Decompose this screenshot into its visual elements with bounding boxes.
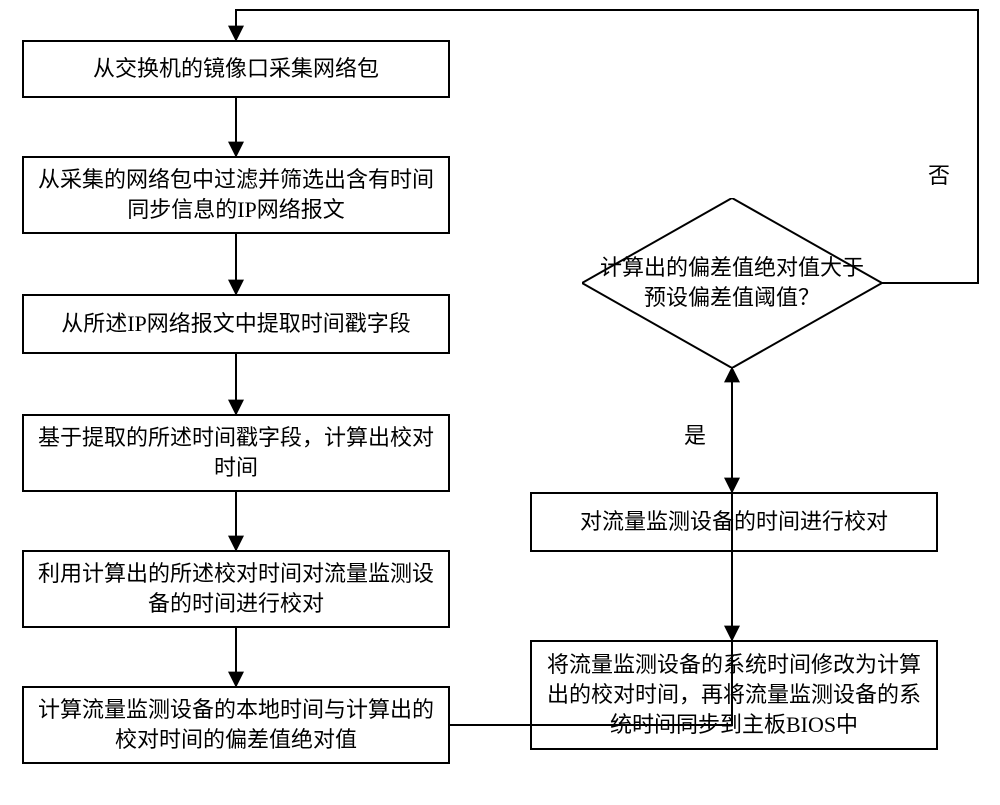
node-filter-ip: 从采集的网络包中过滤并筛选出含有时间同步信息的IP网络报文 — [22, 156, 450, 234]
node-label: 从交换机的镜像口采集网络包 — [93, 54, 379, 84]
edge-label-no: 否 — [928, 158, 950, 190]
node-correct-time: 利用计算出的所述校对时间对流量监测设备的时间进行校对 — [22, 550, 450, 628]
decision-label: 计算出的偏差值绝对值大于预设偏差值阈值？ — [600, 253, 864, 312]
node-label: 计算流量监测设备的本地时间与计算出的校对时间的偏差值绝对值 — [34, 695, 438, 754]
edge-label-yes: 是 — [684, 418, 706, 450]
node-label: 从采集的网络包中过滤并筛选出含有时间同步信息的IP网络报文 — [34, 165, 438, 224]
flowchart-canvas: 从交换机的镜像口采集网络包 从采集的网络包中过滤并筛选出含有时间同步信息的IP网… — [0, 0, 1000, 805]
node-label: 基于提取的所述时间戳字段，计算出校对时间 — [34, 423, 438, 482]
node-label: 对流量监测设备的时间进行校对 — [580, 507, 888, 537]
node-collect-packets: 从交换机的镜像口采集网络包 — [22, 40, 450, 98]
node-calc-time: 基于提取的所述时间戳字段，计算出校对时间 — [22, 414, 450, 492]
node-correct-device-time: 对流量监测设备的时间进行校对 — [530, 492, 938, 552]
node-label: 从所述IP网络报文中提取时间戳字段 — [61, 309, 411, 339]
decision-deviation-threshold: 计算出的偏差值绝对值大于预设偏差值阈值？ — [582, 198, 882, 368]
node-extract-timestamp: 从所述IP网络报文中提取时间戳字段 — [22, 294, 450, 354]
node-label: 将流量监测设备的系统时间修改为计算出的校对时间，再将流量监测设备的系统时间同步到… — [542, 650, 926, 739]
node-sync-bios: 将流量监测设备的系统时间修改为计算出的校对时间，再将流量监测设备的系统时间同步到… — [530, 640, 938, 750]
node-calc-deviation: 计算流量监测设备的本地时间与计算出的校对时间的偏差值绝对值 — [22, 686, 450, 764]
node-label: 利用计算出的所述校对时间对流量监测设备的时间进行校对 — [34, 559, 438, 618]
